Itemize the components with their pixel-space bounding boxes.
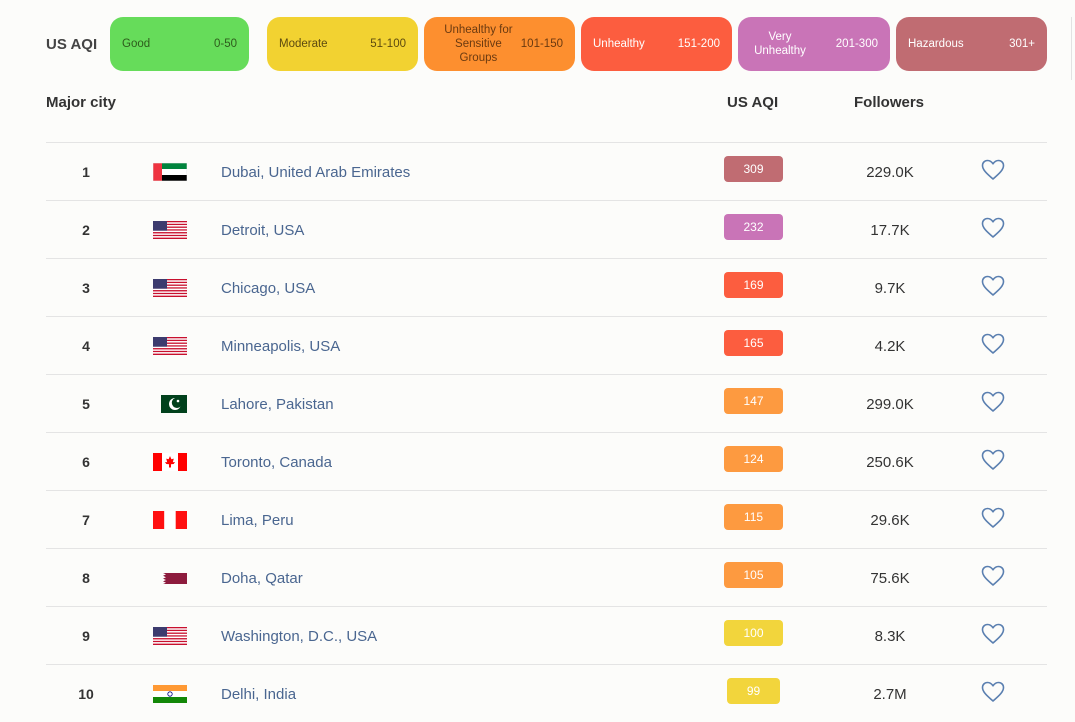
heart-icon[interactable] (981, 333, 1005, 355)
aqi-badge: 232 (724, 214, 783, 240)
table-row[interactable]: 10 Delhi, India 99 2.7M (46, 664, 1047, 722)
flag-usa-icon (153, 337, 187, 355)
followers-count: 75.6K (870, 570, 910, 587)
legend-level-good: Good 0-50 (110, 17, 249, 71)
heart-icon[interactable] (981, 159, 1005, 181)
legend-level-name: Moderate (279, 38, 328, 50)
city-link[interactable]: Chicago, USA (221, 280, 316, 297)
aqi-badge: 309 (724, 156, 783, 182)
flag-usa-icon (153, 627, 187, 645)
followers-count: 229.0K (866, 164, 914, 181)
city-link[interactable]: Delhi, India (221, 686, 297, 703)
rank-number: 6 (82, 454, 90, 470)
legend-level-name: Unhealthy for Sensitive Groups (444, 24, 513, 64)
heart-icon[interactable] (981, 275, 1005, 297)
followers-count: 2.7M (873, 686, 907, 703)
legend-level-name: Hazardous (908, 38, 964, 50)
aqi-badge: 99 (727, 678, 780, 704)
legend-level-name: Good (122, 38, 151, 50)
followers-count: 17.7K (870, 222, 910, 239)
city-link[interactable]: Washington, D.C., USA (221, 628, 378, 645)
rank-number: 2 (82, 222, 90, 238)
city-link[interactable]: Lima, Peru (221, 512, 294, 529)
heart-icon[interactable] (981, 507, 1005, 529)
rank-number: 7 (82, 512, 90, 528)
city-link[interactable]: Minneapolis, USA (221, 338, 341, 355)
rank-number: 8 (82, 570, 90, 586)
header-followers[interactable]: Followers (854, 94, 925, 111)
legend-level-range: 101-150 (520, 38, 563, 50)
heart-icon[interactable] (981, 391, 1005, 413)
header-us-aqi[interactable]: US AQI (727, 94, 779, 111)
legend-level-very-unhealthy: Very Unhealthy 201-300 (738, 17, 890, 71)
heart-icon[interactable] (981, 449, 1005, 471)
legend-level-name: Very Unhealthy (754, 31, 806, 57)
legend-level-range: 301+ (1009, 38, 1035, 50)
rank-number: 9 (82, 628, 90, 644)
aqi-badge: 105 (724, 562, 783, 588)
legend-level-range: 201-300 (835, 38, 878, 50)
followers-count: 250.6K (866, 454, 914, 471)
aqi-badge: 169 (724, 272, 783, 298)
city-link[interactable]: Dubai, United Arab Emirates (221, 164, 411, 181)
flag-usa-icon (153, 221, 187, 239)
legend-level-hazardous: Hazardous 301+ (896, 17, 1047, 71)
heart-icon[interactable] (981, 623, 1005, 645)
rank-number: 3 (82, 280, 90, 296)
followers-count: 9.7K (874, 280, 906, 297)
city-link[interactable]: Lahore, Pakistan (221, 396, 334, 413)
city-link[interactable]: Detroit, USA (221, 222, 305, 239)
flag-peru-icon (153, 511, 187, 529)
aqi-badge: 147 (724, 388, 783, 414)
aqi-badge: 115 (724, 504, 783, 530)
flag-qatar-icon (153, 569, 187, 587)
table-row[interactable]: 9 Washington, D.C., USA 100 8.3K (46, 606, 1047, 664)
legend-scroll-edge (1071, 17, 1075, 80)
flag-uae-icon (153, 163, 187, 181)
table-row[interactable]: 5 Lahore, Pakistan 147 299.0K (46, 374, 1047, 432)
legend-level-range: 151-200 (677, 38, 720, 50)
followers-count: 299.0K (866, 396, 914, 413)
city-link[interactable]: Toronto, Canada (221, 454, 332, 471)
legend-level-unhealthy-sensitive: Unhealthy for Sensitive Groups 101-150 (424, 17, 575, 71)
table-row[interactable]: 1 Dubai, United Arab Emirates 309 229.0K (46, 142, 1047, 200)
rank-number: 5 (82, 396, 90, 412)
city-ranking-table: 1 Dubai, United Arab Emirates 309 229.0K 2 De… (46, 142, 1047, 722)
legend-level-name: Unhealthy (593, 38, 645, 50)
rank-number: 4 (82, 338, 90, 354)
legend-level-range: 0-50 (213, 38, 237, 50)
table-row[interactable]: 4 Minneapolis, USA 165 4.2K (46, 316, 1047, 374)
flag-pakistan-icon (153, 395, 187, 413)
flag-india-icon (153, 685, 187, 703)
header-major-city[interactable]: Major city (46, 94, 117, 111)
legend-title: US AQI (46, 36, 98, 53)
table-row[interactable]: 8 Doha, Qatar 105 75.6K (46, 548, 1047, 606)
legend-level-moderate: Moderate 51-100 (267, 17, 418, 71)
flag-canada-icon (153, 453, 187, 471)
aqi-legend: US AQI Good 0-50 Moderate 51-100 Unhealthy f… (0, 0, 1075, 90)
followers-count: 29.6K (870, 512, 910, 529)
legend-level-range: 51-100 (370, 38, 406, 50)
table-row[interactable]: 6 Toronto, Canada 124 250.6K (46, 432, 1047, 490)
legend-level-unhealthy: Unhealthy 151-200 (581, 17, 732, 71)
aqi-badge: 100 (724, 620, 783, 646)
flag-usa-icon (153, 279, 187, 297)
aqi-badge: 165 (724, 330, 783, 356)
table-row[interactable]: 3 Chicago, USA 169 9.7K (46, 258, 1047, 316)
city-link[interactable]: Doha, Qatar (221, 570, 303, 587)
heart-icon[interactable] (981, 681, 1005, 703)
rank-number: 10 (78, 686, 94, 702)
heart-icon[interactable] (981, 217, 1005, 239)
aqi-badge: 124 (724, 446, 783, 472)
heart-icon[interactable] (981, 565, 1005, 587)
rank-number: 1 (82, 164, 90, 180)
table-row[interactable]: 7 Lima, Peru 115 29.6K (46, 490, 1047, 548)
followers-count: 8.3K (874, 628, 906, 645)
table-row[interactable]: 2 Detroit, USA 232 17.7K (46, 200, 1047, 258)
followers-count: 4.2K (874, 338, 906, 355)
